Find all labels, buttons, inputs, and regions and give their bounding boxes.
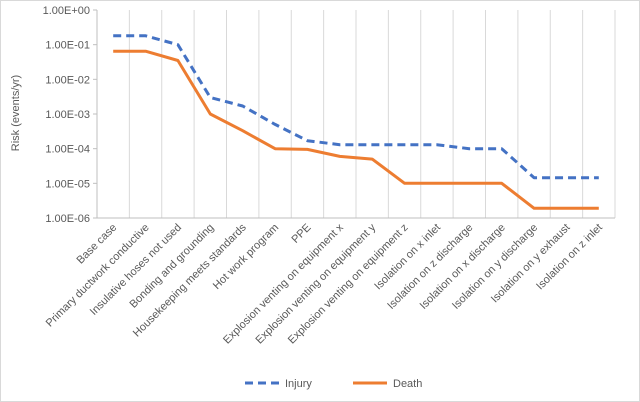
series-line-death xyxy=(113,49,599,210)
series-lines xyxy=(113,34,599,210)
y-tick-label: 1.00E-01 xyxy=(45,40,90,52)
y-tick-label: 1.00E-06 xyxy=(45,213,90,225)
y-tick-label: 1.00E+00 xyxy=(43,5,90,17)
legend: Injury Death xyxy=(245,378,422,390)
y-tick-labels: 1.00E+00 1.00E-01 1.00E-02 1.00E-03 1.00E-04… xyxy=(43,5,90,225)
legend-label-death: Death xyxy=(393,378,422,390)
series-line-injury xyxy=(113,34,599,180)
y-tick-label: 1.00E-03 xyxy=(45,109,90,121)
y-axis-title: Risk (events/yr) xyxy=(10,75,22,151)
axes xyxy=(93,9,615,219)
y-tick-label: 1.00E-05 xyxy=(45,178,90,190)
y-tick-label: 1.00E-02 xyxy=(45,74,90,86)
gridlines xyxy=(128,10,616,218)
legend-label-injury: Injury xyxy=(285,378,312,390)
y-tick-label: 1.00E-04 xyxy=(45,144,90,156)
